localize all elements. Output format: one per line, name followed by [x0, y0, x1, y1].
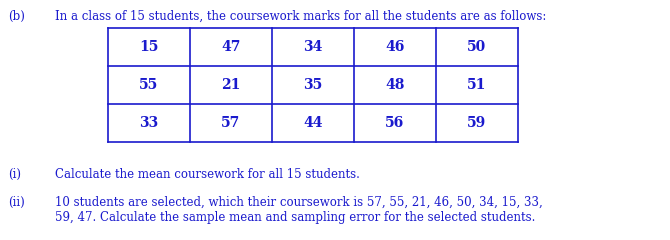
Text: 46: 46 — [385, 40, 405, 54]
Text: (i): (i) — [8, 168, 21, 181]
Text: 57: 57 — [221, 116, 241, 130]
Text: 33: 33 — [139, 116, 159, 130]
Text: 34: 34 — [304, 40, 323, 54]
Text: 15: 15 — [139, 40, 159, 54]
Text: 56: 56 — [385, 116, 405, 130]
Text: 10 students are selected, which their coursework is 57, 55, 21, 46, 50, 34, 15, : 10 students are selected, which their co… — [55, 196, 543, 224]
Text: 21: 21 — [221, 78, 241, 92]
Text: 35: 35 — [304, 78, 323, 92]
Text: 44: 44 — [304, 116, 323, 130]
Text: 59: 59 — [468, 116, 486, 130]
Text: Calculate the mean coursework for all 15 students.: Calculate the mean coursework for all 15… — [55, 168, 360, 181]
Text: 51: 51 — [467, 78, 486, 92]
Text: 47: 47 — [221, 40, 241, 54]
Text: 55: 55 — [139, 78, 159, 92]
Text: In a class of 15 students, the coursework marks for all the students are as foll: In a class of 15 students, the coursewor… — [55, 10, 546, 23]
Text: 48: 48 — [385, 78, 405, 92]
Text: (b): (b) — [8, 10, 25, 23]
Text: (ii): (ii) — [8, 196, 25, 209]
Text: 50: 50 — [468, 40, 486, 54]
